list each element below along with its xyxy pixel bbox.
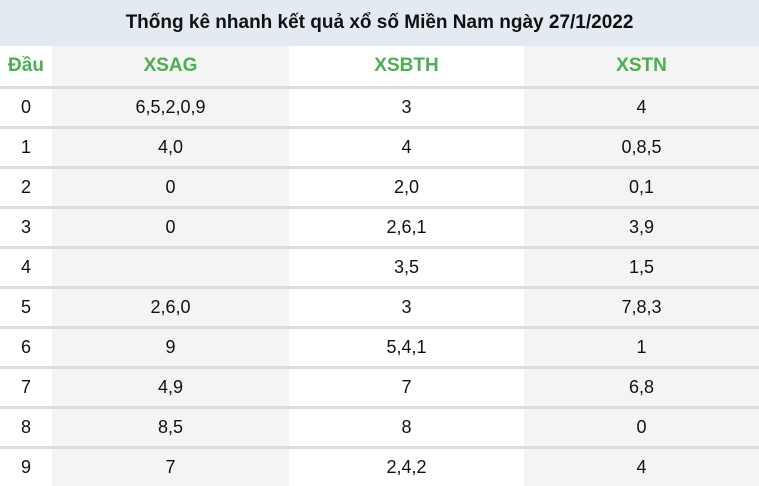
xsbth-cell: 7 (289, 368, 524, 408)
xsag-cell: 0 (52, 208, 289, 248)
xstn-cell: 7,8,3 (524, 288, 759, 328)
xsbth-cell: 2,0 (289, 168, 524, 208)
xsag-cell: 9 (52, 328, 289, 368)
xsbth-cell: 5,4,1 (289, 328, 524, 368)
xsbth-cell: 2,4,2 (289, 448, 524, 486)
xstn-cell: 1 (524, 328, 759, 368)
xsag-cell: 6,5,2,0,9 (52, 88, 289, 128)
xsag-cell: 8,5 (52, 408, 289, 448)
dau-cell: 4 (0, 248, 52, 288)
dau-cell: 5 (0, 288, 52, 328)
xsag-cell: 7 (52, 448, 289, 486)
xsbth-cell: 3,5 (289, 248, 524, 288)
header-xsag: XSAG (52, 46, 289, 88)
header-row: Đầu XSAG XSBTH XSTN (0, 46, 759, 88)
header-xsbth: XSBTH (289, 46, 524, 88)
xstn-cell: 6,8 (524, 368, 759, 408)
xstn-cell: 0 (524, 408, 759, 448)
xsbth-cell: 2,6,1 (289, 208, 524, 248)
dau-cell: 9 (0, 448, 52, 486)
xsbth-cell: 3 (289, 288, 524, 328)
dau-cell: 1 (0, 128, 52, 168)
dau-cell: 8 (0, 408, 52, 448)
xstn-cell: 4 (524, 88, 759, 128)
header-dau: Đầu (0, 46, 52, 88)
xsag-cell: 2,6,0 (52, 288, 289, 328)
dau-cell: 3 (0, 208, 52, 248)
dau-cell: 2 (0, 168, 52, 208)
xstn-cell: 4 (524, 448, 759, 486)
xstn-cell: 3,9 (524, 208, 759, 248)
header-xstn: XSTN (524, 46, 759, 88)
xsag-cell (52, 248, 289, 288)
xsbth-cell: 4 (289, 128, 524, 168)
dau-cell: 6 (0, 328, 52, 368)
xsbth-cell: 3 (289, 88, 524, 128)
xsag-cell: 4,0 (52, 128, 289, 168)
xsag-cell: 0 (52, 168, 289, 208)
table-title: Thống kê nhanh kết quả xổ số Miền Nam ng… (0, 0, 759, 46)
xstn-cell: 0,1 (524, 168, 759, 208)
xsag-cell: 4,9 (52, 368, 289, 408)
dau-cell: 7 (0, 368, 52, 408)
xstn-cell: 0,8,5 (524, 128, 759, 168)
xsbth-cell: 8 (289, 408, 524, 448)
xstn-cell: 1,5 (524, 248, 759, 288)
dau-cell: 0 (0, 88, 52, 128)
